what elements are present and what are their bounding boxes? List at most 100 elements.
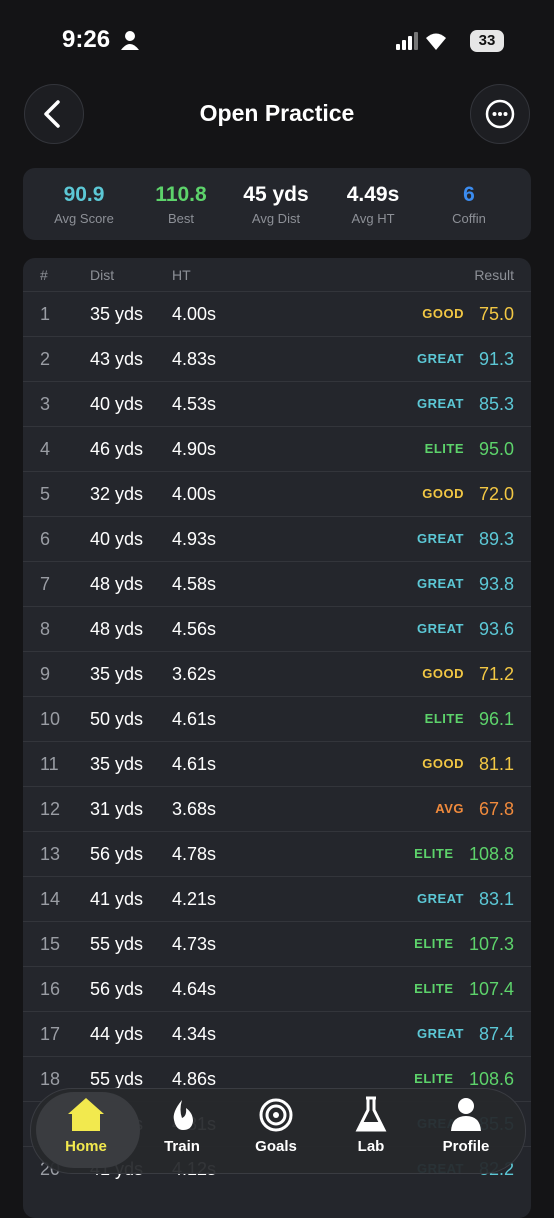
grade: ELITE — [424, 711, 464, 726]
hang-time: 4.34s — [172, 1024, 217, 1044]
stat-label: Best — [167, 211, 194, 226]
shot-distance: 50 yds — [90, 709, 144, 729]
score: 75.0 — [478, 304, 514, 324]
row-separator — [23, 876, 531, 877]
shot-number: 12 — [40, 799, 61, 819]
hang-time: 4.73s — [172, 934, 217, 954]
row-separator — [23, 1056, 531, 1057]
shot-number: 13 — [40, 844, 61, 864]
shot-number: 1 — [40, 304, 51, 324]
stat-label: Avg HT — [351, 211, 395, 226]
score: 91.3 — [478, 349, 514, 369]
shot-distance: 56 yds — [90, 979, 144, 999]
score: 95.0 — [478, 439, 514, 459]
shot-number: 7 — [40, 574, 51, 594]
hang-time: 4.78s — [172, 844, 217, 864]
shot-number: 17 — [40, 1024, 61, 1044]
column-header: HT — [172, 267, 191, 283]
shot-number: 14 — [40, 889, 61, 909]
hang-time: 4.58s — [172, 574, 217, 594]
grade: ELITE — [414, 846, 454, 861]
shot-number: 5 — [40, 484, 51, 504]
row-separator — [23, 741, 531, 742]
hang-time: 4.93s — [172, 529, 217, 549]
shot-distance: 35 yds — [90, 304, 144, 324]
hang-time: 4.00s — [172, 484, 217, 504]
score: 85.3 — [478, 394, 514, 414]
grade: GREAT — [416, 1026, 464, 1041]
row-separator — [23, 1011, 531, 1012]
stat-value: 6 — [463, 183, 475, 206]
grade: GOOD — [422, 666, 464, 681]
row-separator — [23, 696, 531, 697]
hang-time: 4.61s — [172, 709, 217, 729]
row-separator — [23, 561, 531, 562]
hang-time: 3.68s — [172, 799, 217, 819]
shot-number: 3 — [40, 394, 51, 414]
row-separator — [23, 651, 531, 652]
tab-item[interactable]: Lab — [357, 1138, 385, 1155]
row-separator — [23, 516, 531, 517]
shot-distance: 44 yds — [90, 1024, 144, 1044]
hang-time: 4.86s — [172, 1069, 217, 1089]
hang-time: 3.62s — [172, 664, 217, 684]
tab-item[interactable]: Home — [65, 1138, 107, 1155]
shot-distance: 35 yds — [90, 754, 144, 774]
score: 107.3 — [468, 934, 514, 954]
tab-item[interactable]: Train — [164, 1138, 200, 1155]
signal-icons — [396, 32, 446, 50]
score: 83.1 — [478, 889, 514, 909]
score: 108.8 — [468, 844, 514, 864]
shot-number: 11 — [40, 754, 59, 774]
grade: GREAT — [416, 531, 464, 546]
shot-number: 2 — [40, 349, 51, 369]
grade: AVG — [435, 801, 464, 816]
stats-card — [23, 168, 531, 240]
battery: 33 — [470, 30, 504, 52]
score: 93.8 — [478, 574, 514, 594]
grade: ELITE — [414, 936, 454, 951]
shot-distance: 31 yds — [90, 799, 144, 819]
grade: GREAT — [416, 621, 464, 636]
stat-value: 110.8 — [155, 183, 207, 206]
shot-distance: 55 yds — [90, 934, 144, 954]
hang-time: 4.61s — [172, 754, 217, 774]
grade: ELITE — [414, 1071, 454, 1086]
shot-distance: 46 yds — [90, 439, 144, 459]
score: 89.3 — [478, 529, 514, 549]
back-button[interactable] — [24, 84, 84, 144]
tab-icons — [68, 1096, 481, 1132]
shot-number: 10 — [40, 709, 61, 729]
hang-time: 4.53s — [172, 394, 217, 414]
shot-number: 15 — [40, 934, 61, 954]
hang-time: 4.90s — [172, 439, 217, 459]
tab-item[interactable]: Goals — [255, 1138, 297, 1155]
person-icon — [121, 31, 139, 50]
hang-time: 4.56s — [172, 619, 217, 639]
back-icon — [44, 100, 60, 128]
shot-number: 8 — [40, 619, 51, 639]
grade: GREAT — [416, 576, 464, 591]
stat-value: 4.49s — [346, 183, 400, 206]
shot-number: 16 — [40, 979, 61, 999]
shot-distance: 48 yds — [90, 619, 144, 639]
shots-table — [23, 258, 531, 1218]
grade: GOOD — [422, 306, 464, 321]
shot-distance: 35 yds — [90, 664, 144, 684]
shot-distance: 56 yds — [90, 844, 144, 864]
score: 107.4 — [468, 979, 514, 999]
stat-label: Avg Dist — [251, 211, 301, 226]
hang-time: 4.00s — [172, 304, 217, 324]
row-separator — [23, 831, 531, 832]
score: 81.1 — [478, 754, 514, 774]
shot-distance: 40 yds — [90, 394, 144, 414]
menu-button[interactable] — [470, 84, 530, 144]
shot-number: 4 — [40, 439, 51, 459]
score: 67.8 — [478, 799, 514, 819]
row-separator — [23, 921, 531, 922]
page-title: Open Practice — [199, 100, 355, 126]
score: 96.1 — [478, 709, 514, 729]
shot-distance: 43 yds — [90, 349, 144, 369]
tab-item[interactable]: Profile — [442, 1138, 490, 1155]
